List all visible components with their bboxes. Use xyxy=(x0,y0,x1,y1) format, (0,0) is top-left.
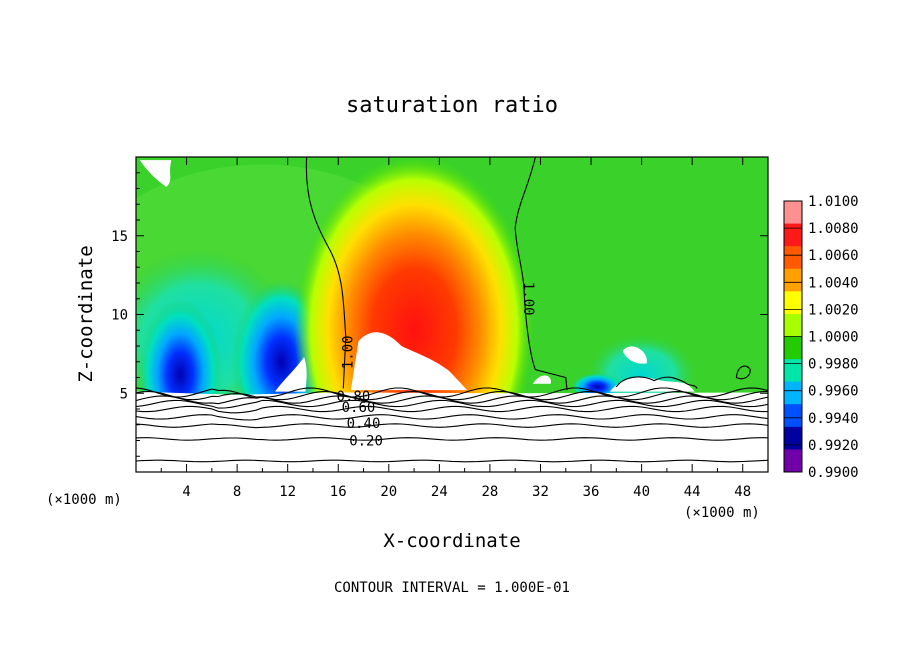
y-axis-label: Z-coordinate xyxy=(75,245,97,382)
colorbar-label: 1.0000 xyxy=(808,330,859,346)
clear-patch-west xyxy=(275,357,307,392)
x-tick-label: 40 xyxy=(633,484,650,500)
contour-labels: 1.00 1.00 0.800.600.400.20 xyxy=(337,282,536,449)
colorbar-label: 0.9940 xyxy=(808,411,859,427)
y-tick-label: 5 xyxy=(120,386,128,402)
x-tick-label: 36 xyxy=(583,484,600,500)
clear-region-east xyxy=(610,377,695,392)
colorbar-label: 1.0020 xyxy=(808,302,859,318)
contour-interval-note: CONTOUR INTERVAL = 1.000E-01 xyxy=(334,580,570,596)
colorbar-swatch xyxy=(784,336,802,360)
x-tick-label: 4 xyxy=(182,484,190,500)
y-tick-label: 10 xyxy=(111,308,128,324)
colorbar-swatch xyxy=(784,246,802,270)
contour-line-1-00-closed xyxy=(735,365,751,380)
colorbar-swatch xyxy=(784,404,802,428)
contour-label: 0.60 xyxy=(342,400,376,416)
contour-label: 0.40 xyxy=(347,416,381,432)
contour-label: 0.80 xyxy=(337,389,371,405)
colorbar-label: 1.0100 xyxy=(808,194,859,210)
contour-line-0-90 xyxy=(136,387,768,399)
contour-line-0-30 xyxy=(136,423,768,429)
x-tick-label: 24 xyxy=(431,484,448,500)
colorbar-swatch xyxy=(784,201,802,225)
contour-label: 0.20 xyxy=(349,433,383,449)
x-tick-label: 16 xyxy=(330,484,347,500)
contour-line-1-00-east xyxy=(514,157,568,391)
contour-line-0-20 xyxy=(136,437,768,441)
x-tick-label: 12 xyxy=(279,484,296,500)
contour-line-0-50 xyxy=(136,405,768,414)
contour-line-1-00-west xyxy=(305,157,347,389)
x-axis-label: X-coordinate xyxy=(383,530,520,552)
colorbar-swatch xyxy=(784,381,802,405)
colorbar-label: 0.9920 xyxy=(808,438,859,454)
x-tick-label: 28 xyxy=(481,484,498,500)
clear-patch-mid xyxy=(532,375,551,384)
x-tick-label: 8 xyxy=(233,484,241,500)
colorbar: 1.0100 1.0080 1.0060 1.0040 1.0020 1.0000 0.99… xyxy=(783,194,859,481)
contour-line-0-60 xyxy=(136,399,768,409)
plot-area xyxy=(136,157,768,472)
colorbar-swatch xyxy=(784,359,802,383)
colorbar-swatch xyxy=(784,268,802,292)
colorbar-label: 1.0060 xyxy=(808,248,859,264)
x-tick-label: 48 xyxy=(734,484,751,500)
clear-region-top-left xyxy=(139,160,172,187)
colorbar-label: 1.0080 xyxy=(808,221,859,237)
colorbar-label: 0.9960 xyxy=(808,384,859,400)
chart-title: saturation ratio xyxy=(346,93,558,118)
clear-region-central xyxy=(348,332,468,391)
x-tick-label: 44 xyxy=(684,484,701,500)
x-unit-right: (×1000 m) xyxy=(684,505,760,521)
contour-label: 1.00 xyxy=(520,282,536,316)
colorbar-swatch xyxy=(784,449,802,473)
clear-patch-east xyxy=(622,346,647,364)
colorbar-swatch xyxy=(784,426,802,450)
colorbar-swatch xyxy=(784,291,802,315)
colorbar-swatch xyxy=(784,313,802,337)
colorbar-label: 1.0040 xyxy=(808,275,859,291)
contour-line-0-10 xyxy=(136,459,768,463)
contour-line-0-70 xyxy=(136,395,768,405)
colorbar-label: 0.9900 xyxy=(808,465,859,481)
contour-line-1-00-east-cell xyxy=(615,376,698,389)
lower-layer xyxy=(136,391,768,472)
x-unit-left: (×1000 m) xyxy=(46,492,122,508)
x-tick-label: 20 xyxy=(380,484,397,500)
colorbar-swatch xyxy=(784,223,802,247)
colorbar-label: 0.9980 xyxy=(808,357,859,373)
contour-line-0-40 xyxy=(136,414,768,421)
contour-label: 1.00 xyxy=(340,335,356,369)
y-tick-label: 15 xyxy=(111,229,128,245)
x-tick-label: 32 xyxy=(532,484,549,500)
